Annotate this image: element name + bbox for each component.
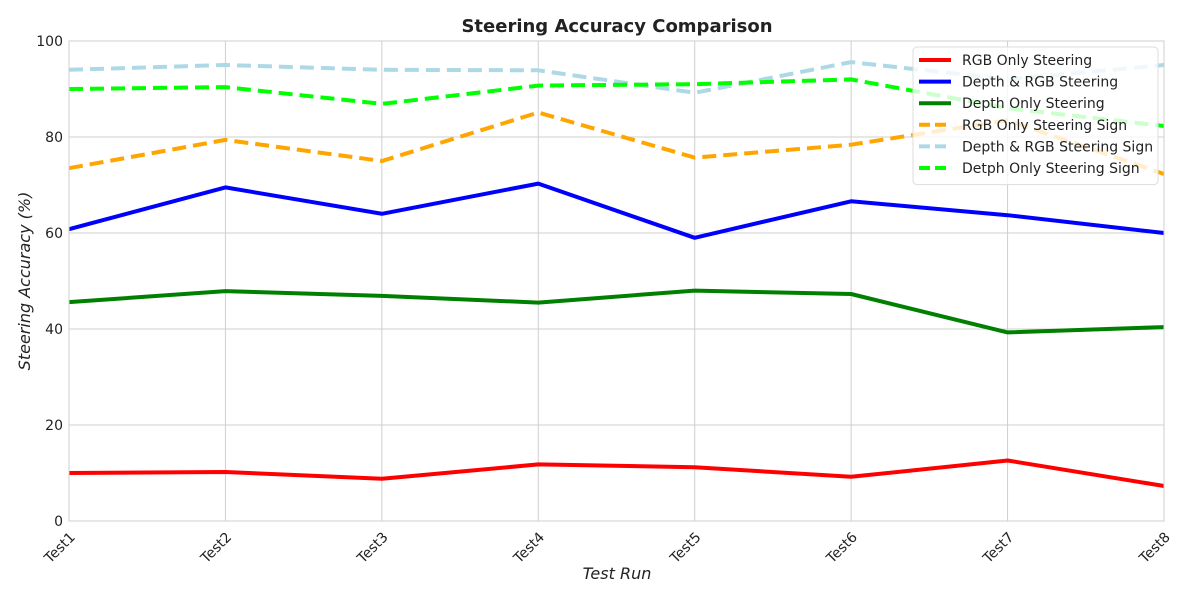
series-line-3: [68, 288, 1165, 335]
y-tick-label: 100: [36, 34, 63, 50]
x-axis-label: Test Run: [583, 564, 652, 583]
y-tick-label: 0: [54, 514, 63, 530]
y-tick-label: 20: [45, 418, 63, 434]
y-axis-label: Steering Accuracy (%): [15, 192, 34, 371]
series-line-5: [68, 60, 1165, 95]
grid: [68, 40, 1165, 522]
legend: RGB Only Steering Depth & RGB Steering Dep…: [912, 46, 1159, 186]
y-axis-ticks: 0 20 40 60 80 100: [36, 34, 63, 530]
legend-label: RGB Only Steering Sign: [962, 118, 1127, 134]
y-tick-label: 40: [45, 322, 63, 338]
chart-title: Steering Accuracy Comparison: [461, 16, 772, 37]
y-tick-label: 60: [45, 226, 63, 242]
legend-label: Depth & RGB Steering Sign: [962, 139, 1153, 155]
series-line-2: [68, 181, 1165, 240]
legend-label: Detph Only Steering Sign: [962, 161, 1140, 177]
legend-label: Depth & RGB Steering: [962, 75, 1118, 91]
y-tick-label: 80: [45, 130, 63, 146]
series-line-1: [68, 458, 1165, 488]
legend-box: [912, 46, 1159, 186]
legend-label: RGB Only Steering: [962, 53, 1092, 69]
plot-frame: [68, 40, 1165, 522]
legend-label: Depth Only Steering: [962, 96, 1105, 112]
